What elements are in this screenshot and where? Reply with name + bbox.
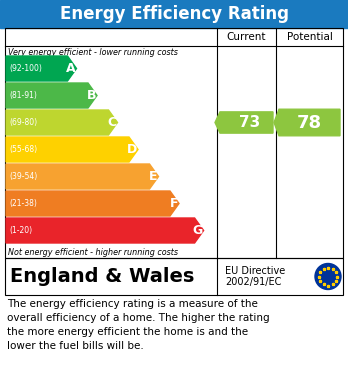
Polygon shape <box>6 83 97 108</box>
Bar <box>0 0 348 28</box>
Text: G: G <box>192 224 203 237</box>
Text: C: C <box>108 116 117 129</box>
Text: Energy Efficiency Rating: Energy Efficiency Rating <box>60 5 288 23</box>
Text: Very energy efficient - lower running costs: Very energy efficient - lower running co… <box>8 48 178 57</box>
Text: (69-80): (69-80) <box>9 118 37 127</box>
Circle shape <box>315 264 341 289</box>
Text: Potential: Potential <box>286 32 332 42</box>
Text: 78: 78 <box>297 113 322 131</box>
Polygon shape <box>6 110 118 135</box>
Text: EU Directive: EU Directive <box>225 267 285 276</box>
Polygon shape <box>6 56 77 81</box>
Polygon shape <box>6 191 179 216</box>
Text: Not energy efficient - higher running costs: Not energy efficient - higher running co… <box>8 248 178 257</box>
Text: The energy efficiency rating is a measure of the
overall efficiency of a home. T: The energy efficiency rating is a measur… <box>7 299 270 351</box>
Polygon shape <box>6 218 204 243</box>
Text: (55-68): (55-68) <box>9 145 37 154</box>
Text: D: D <box>127 143 137 156</box>
Text: (1-20): (1-20) <box>9 226 32 235</box>
Text: 2002/91/EC: 2002/91/EC <box>225 276 282 287</box>
Text: A: A <box>66 62 76 75</box>
Text: (92-100): (92-100) <box>9 64 42 73</box>
Text: F: F <box>169 197 178 210</box>
Text: Current: Current <box>227 32 266 42</box>
Polygon shape <box>274 109 340 136</box>
Bar <box>5 258 343 295</box>
Text: E: E <box>149 170 158 183</box>
Polygon shape <box>215 112 273 133</box>
Text: 73: 73 <box>239 115 260 130</box>
Text: (21-38): (21-38) <box>9 199 37 208</box>
Polygon shape <box>6 164 158 189</box>
Text: (81-91): (81-91) <box>9 91 37 100</box>
Text: (39-54): (39-54) <box>9 172 37 181</box>
Polygon shape <box>6 137 138 162</box>
Text: England & Wales: England & Wales <box>10 267 195 286</box>
Text: B: B <box>87 89 96 102</box>
Bar <box>5 28 343 258</box>
